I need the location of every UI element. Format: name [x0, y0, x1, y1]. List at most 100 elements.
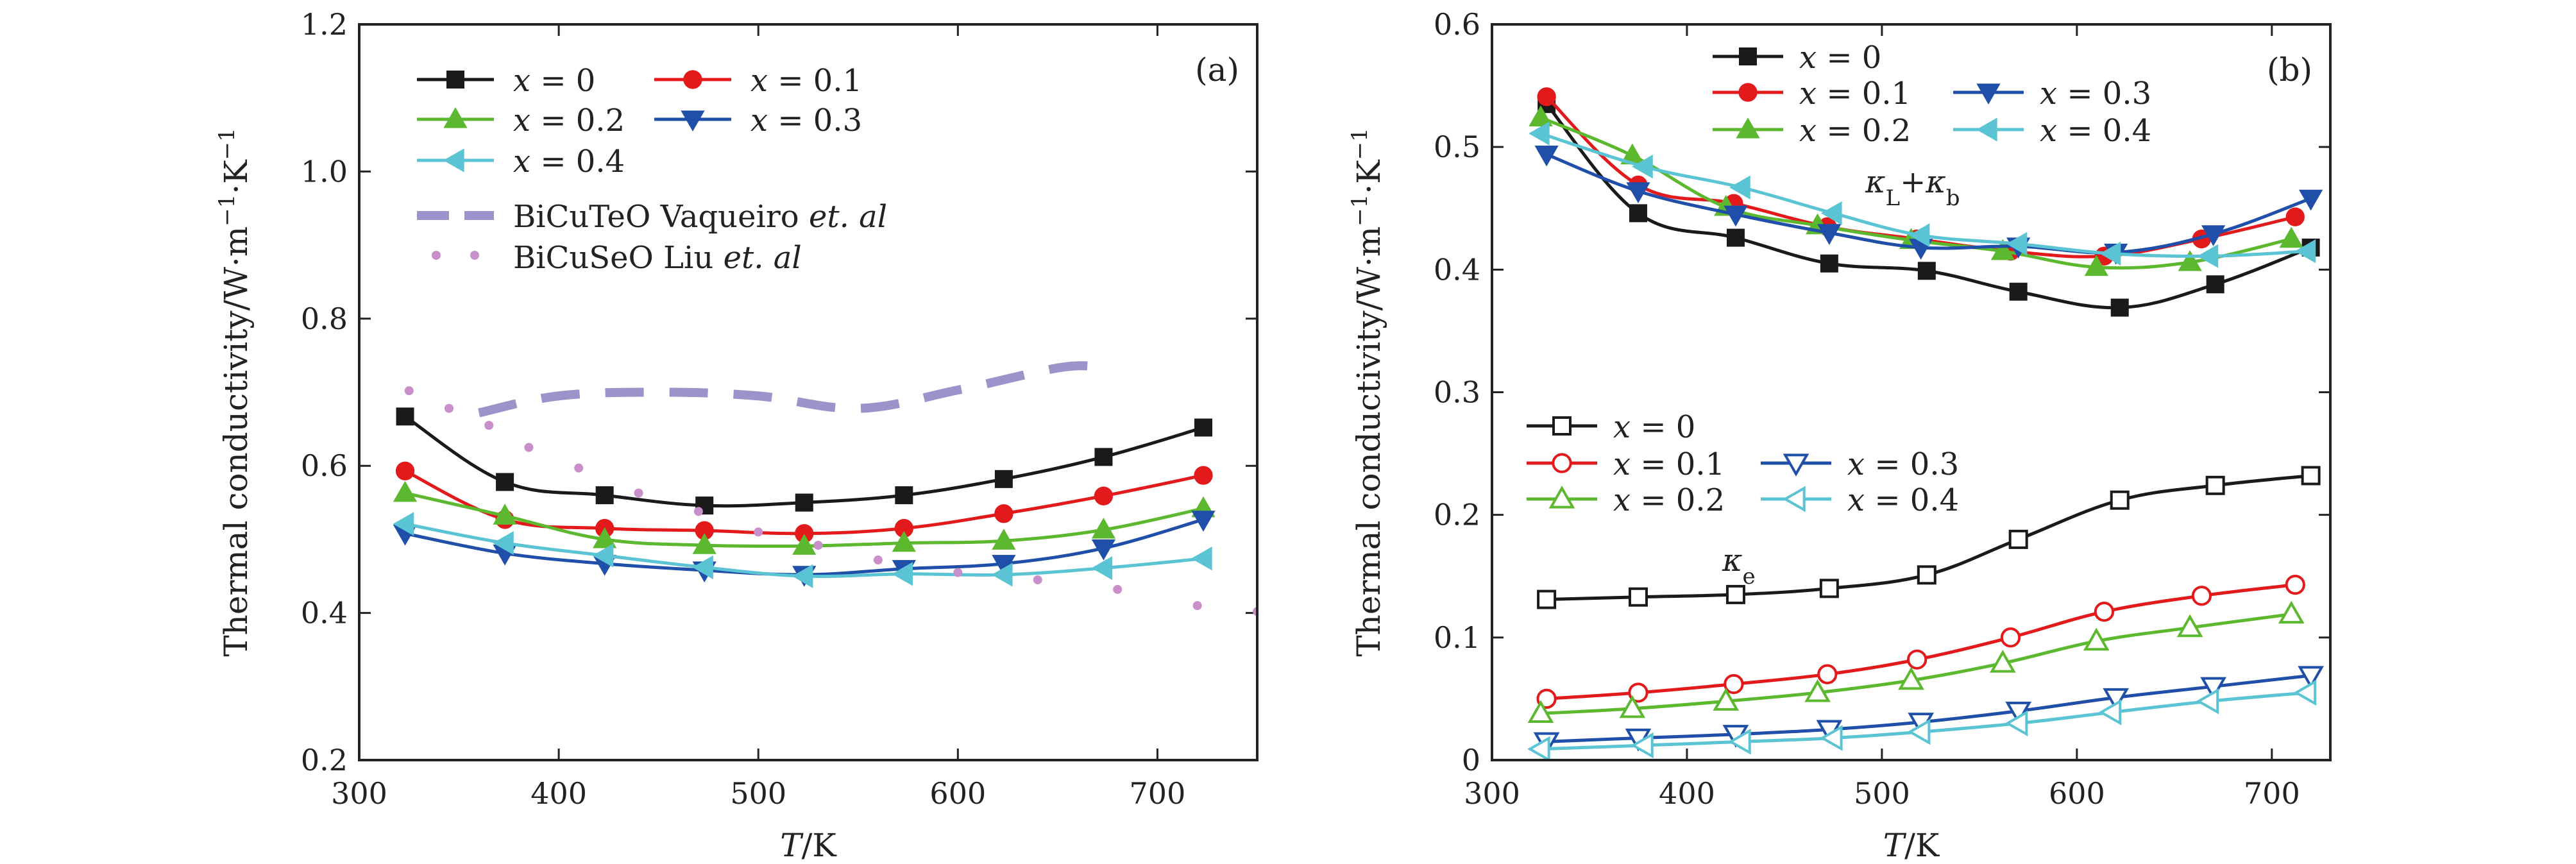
- y-tick-label: 0.4: [301, 596, 348, 631]
- series-layer: [1527, 87, 2324, 760]
- series-ke-x-0-marker: [2110, 490, 2130, 510]
- series-kl-x-0-4-marker: [1729, 175, 1750, 199]
- series-x-0-marker: [595, 486, 614, 505]
- series-x-0-4-marker: [892, 562, 913, 586]
- series-ke-x-0-1-marker: [1906, 649, 1928, 670]
- series-ke-x-0-2-marker: [2278, 600, 2305, 624]
- series-kl-x-0-3-marker: [2201, 225, 2226, 246]
- series-ke-x-0-4-marker: [1907, 718, 1931, 745]
- legend-b-label: x = 0.3: [1847, 446, 1959, 482]
- x-tick-label: 500: [730, 776, 786, 811]
- x-tick-label: 700: [2244, 776, 2300, 811]
- series-ke-x-0-1-marker: [1724, 673, 1744, 695]
- series-kl-x-0-marker: [1726, 228, 1745, 247]
- series-bicuseo-liu-et-al-point: [404, 386, 414, 396]
- legend-b-marker: [1552, 416, 1572, 436]
- x-axis-label: T/K: [1883, 827, 1940, 864]
- series-x-0-1-marker: [395, 461, 415, 480]
- series-kl-x-0-4-marker: [2197, 244, 2219, 268]
- series-ke-x-0-marker: [1725, 584, 1745, 604]
- series-ke-x-0-marker: [1819, 579, 1839, 598]
- series-ke-x-0-2-marker: [2083, 627, 2110, 651]
- plot-frame: [1491, 23, 2332, 761]
- chart-panel-a: 300 400 500 600 700 0.2 0.4 0.6 0.8 1.0 1.2 (a) T/K T…: [214, 7, 1258, 864]
- y-tick-label: 0.6: [301, 448, 348, 483]
- legend-a-marker: [681, 110, 705, 131]
- legend-a-marker: [446, 71, 464, 89]
- legend-b-marker: [1976, 117, 1997, 142]
- series-kl-x-0-2-marker: [1990, 239, 2015, 260]
- series-ke-x-0-4-marker: [2004, 710, 2028, 736]
- legend-a-label: x = 0.4: [513, 144, 625, 180]
- series-bicuseo-liu-et-al-point: [574, 463, 584, 473]
- x-tick-label: 700: [1130, 776, 1186, 811]
- series-kl-x-0-marker: [1820, 254, 1838, 273]
- series-ke-x-0-4-marker: [2293, 679, 2317, 706]
- series-x-0-4-marker: [991, 563, 1013, 587]
- series-x-0-marker: [1094, 448, 1113, 466]
- series-kl-x-0-3-marker: [1724, 205, 1748, 227]
- legend-a-label: BiCuSeO Liu et. al: [513, 240, 802, 276]
- legend-b-marker: [1739, 47, 1757, 65]
- series-bicuseo-liu-et-al-point: [873, 555, 883, 565]
- series-x-0-4-marker: [592, 543, 614, 568]
- series-ke-x-0-marker: [2008, 529, 2028, 549]
- legend-b-marker: [1783, 486, 1806, 512]
- series-ke-x-0-1-marker: [1817, 664, 1838, 684]
- series-x-0-3-marker: [1191, 511, 1216, 532]
- series-ke-x-0-1-marker: [1628, 682, 1648, 703]
- x-axis-label: T/K: [780, 827, 837, 864]
- series-ke-x-0-4-marker: [2196, 688, 2219, 715]
- legend-b-label: x = 0.2: [1613, 482, 1725, 518]
- series-ke-x-0-marker: [2205, 475, 2225, 495]
- series-bicuseo-liu-et-al-point: [1192, 601, 1202, 611]
- legend-b-label: x = 0: [1799, 40, 1881, 76]
- series-x-0-4-marker: [1191, 546, 1212, 571]
- legend-a: x = 0 x = 0.1 x = 0.2 x = 0.3 x = 0.4 BiCuTeO…: [417, 63, 887, 276]
- panel-label: (b): [2267, 51, 2312, 89]
- series-ke-x-0-2-marker: [1898, 666, 1924, 690]
- series-ke-x-0-marker: [2301, 466, 2321, 486]
- legend-a-label: BiCuTeO Vaqueiro et. al: [513, 199, 887, 235]
- y-tick-label: 0.1: [1434, 620, 1480, 655]
- legend-a-label: x = 0.3: [750, 103, 862, 139]
- y-tick-label: 1.2: [301, 7, 348, 42]
- series-kl-x-0-2-marker: [1529, 105, 1553, 126]
- y-tick-label: 0.6: [1434, 7, 1480, 42]
- series-ke-x-0-2-marker: [2176, 614, 2203, 638]
- y-tick-label: 0.4: [1434, 252, 1480, 287]
- series-kl-x-0-marker: [2009, 282, 2028, 301]
- x-tick-label: 300: [331, 776, 387, 811]
- series-kl-x-0-3-marker: [1626, 182, 1650, 203]
- series-x-0-3-marker: [1091, 539, 1116, 561]
- series-ke-x-0-marker: [1537, 589, 1557, 609]
- series-kl-x-0-1-marker: [2285, 207, 2305, 226]
- y-axis-label: Thermal conductivity/W·m−1·K−1: [1347, 128, 1387, 656]
- series-bicuseo-liu-et-al-point: [634, 488, 643, 498]
- legend-b-marker: [1548, 486, 1575, 509]
- series-bicuteo-vaqueiro-et-al-line: [478, 361, 1098, 418]
- series-ke-x-0-4-marker: [1631, 732, 1654, 759]
- series-ke-x-0-1-marker: [2191, 586, 2212, 606]
- series-bicuseo-liu-et-al-point: [813, 541, 823, 550]
- series-bicuseo-liu-et-al-point: [524, 443, 534, 452]
- series-ke-x-0-4-marker: [1728, 728, 1751, 755]
- legend-a-label: x = 0.1: [750, 63, 862, 99]
- legend-b-label: x = 0: [1613, 409, 1695, 445]
- series-ke-x-0-3-marker: [2103, 688, 2129, 711]
- series-bicuseo-liu-et-al-point: [953, 568, 963, 577]
- series-bicuseo-liu-et-al-point: [484, 421, 494, 430]
- x-tick-label: 400: [1659, 776, 1715, 811]
- series-kl-x-0-3-marker: [1534, 145, 1559, 167]
- series-x-0-2-marker: [792, 534, 817, 555]
- series-bicuseo-liu-et-al-point: [693, 507, 703, 516]
- series-kl-x-0-4-marker: [1632, 155, 1653, 179]
- series-ke-x-0-2-marker: [1990, 650, 2016, 673]
- series-x-0-2-marker: [692, 533, 716, 554]
- series-kl-x-0-4-marker: [1821, 201, 1842, 226]
- series-x-0-4-marker: [792, 564, 813, 588]
- series-x-0-marker: [895, 486, 913, 505]
- series-ke-x-0-2-marker: [1527, 700, 1554, 724]
- series-bicuseo-liu-et-al-point: [1033, 575, 1042, 584]
